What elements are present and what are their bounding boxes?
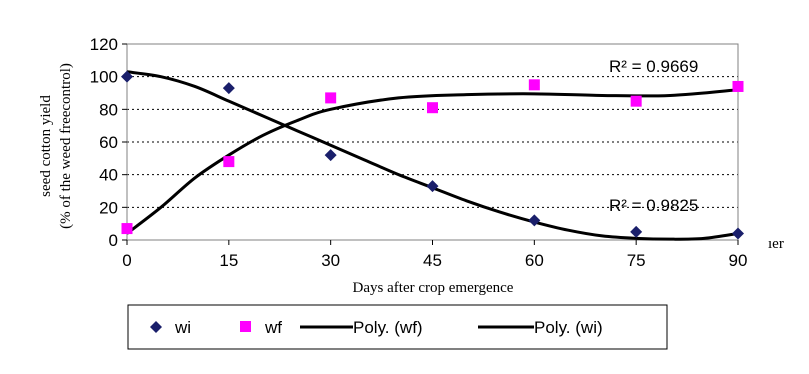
point-wi-30	[324, 149, 337, 162]
legend-label-poly-wi: Poly. (wi)	[534, 318, 603, 337]
y-tick-label-40: 40	[99, 166, 118, 185]
y-tick-label-120: 120	[90, 35, 118, 54]
point-wf-75	[630, 95, 642, 107]
x-tick-label-90: 90	[729, 251, 748, 270]
legend-label-poly-wf: Poly. (wf)	[353, 318, 423, 337]
x-axis-label: Days after crop emergence	[353, 280, 514, 296]
point-wi-0	[121, 70, 133, 83]
y-tick-label-80: 80	[99, 100, 118, 119]
x-axis-ticks: 0 15 30 45 60 75 90	[122, 240, 747, 270]
r2-label-wi: R² = 0.9825	[609, 196, 698, 215]
point-wi-15	[222, 82, 235, 95]
stray-text: ıer	[768, 236, 784, 252]
point-wf-0	[121, 223, 133, 235]
legend-box	[127, 304, 668, 350]
point-wf-90	[732, 80, 744, 92]
point-wf-15	[223, 156, 235, 168]
y-axis-label-line1: seed cotton yield	[38, 95, 54, 197]
point-wf-60	[528, 79, 540, 91]
legend-label-wi: wi	[174, 318, 191, 337]
y-tick-label-100: 100	[90, 68, 118, 87]
legend-marker-wi	[150, 321, 162, 333]
point-wi-45	[426, 180, 439, 193]
legend-marker-wf	[240, 321, 251, 332]
x-tick-label-45: 45	[423, 251, 442, 270]
y-axis-ticks: 0 20 40 60 80 100 120	[90, 35, 127, 250]
r2-label-wf: R² = 0.9669	[609, 57, 698, 76]
point-wf-45	[427, 102, 438, 114]
x-tick-label-15: 15	[219, 251, 238, 270]
x-tick-label-0: 0	[122, 251, 131, 270]
point-wf-30	[325, 92, 337, 104]
point-wi-90	[732, 227, 744, 240]
x-tick-label-60: 60	[525, 251, 544, 270]
legend: wi wf Poly. (wf) Poly. (wi)	[127, 304, 668, 350]
data-points	[121, 70, 744, 240]
y-tick-label-60: 60	[99, 133, 118, 152]
x-tick-label-30: 30	[321, 251, 340, 270]
x-tick-label-75: 75	[627, 251, 646, 270]
y-tick-label-20: 20	[99, 198, 118, 217]
legend-label-wf: wf	[264, 318, 282, 337]
point-wi-75	[630, 225, 643, 238]
trendline-poly-wf	[126, 88, 739, 235]
y-tick-label-0: 0	[109, 231, 118, 250]
point-wi-60	[528, 214, 541, 227]
y-axis-label-line2: (% of the weed freecontrol)	[58, 63, 74, 229]
